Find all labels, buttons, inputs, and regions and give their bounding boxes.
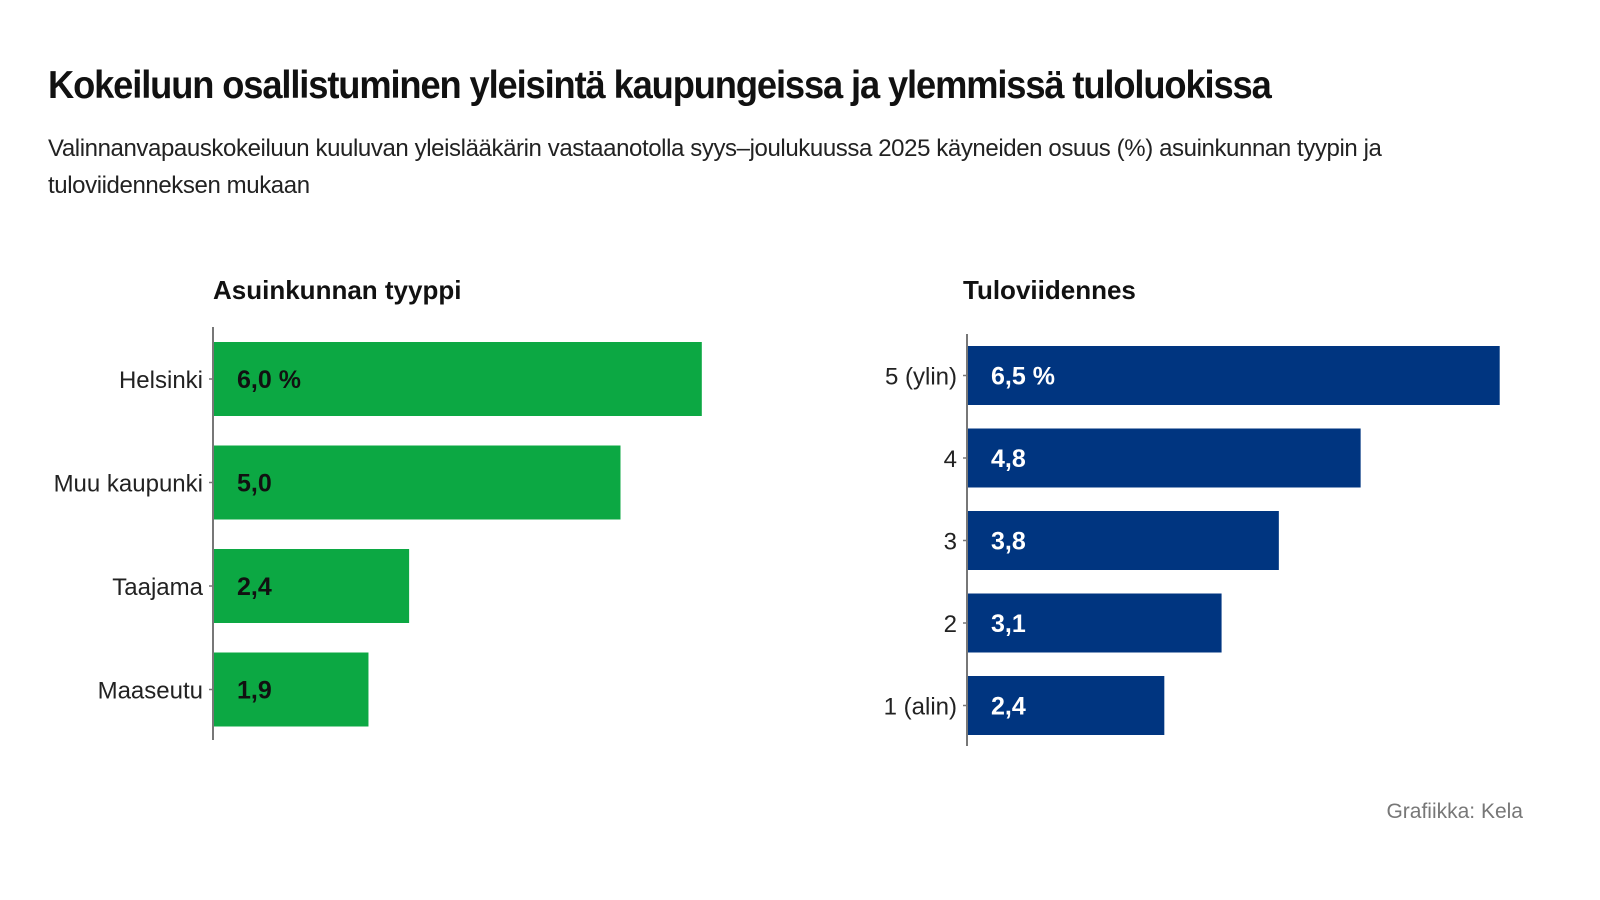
bar-1-2 <box>968 511 1279 570</box>
value-label: 2,4 <box>237 573 272 601</box>
bar-1-3 <box>968 593 1222 653</box>
category-label: Taajama <box>112 574 203 601</box>
chart-title: Kokeiluun osallistuminen yleisintä kaupu… <box>48 64 1272 107</box>
category-label: Maaseutu <box>98 678 203 705</box>
value-label: 4,8 <box>991 445 1026 473</box>
category-label: 3 <box>944 529 957 556</box>
value-label: 6,5 % <box>991 363 1055 391</box>
category-label: Helsinki <box>119 367 203 394</box>
bar-0-2 <box>214 549 410 623</box>
value-label: 1,9 <box>237 677 272 705</box>
value-label: 3,8 <box>991 528 1026 556</box>
value-label: 2,4 <box>991 693 1026 721</box>
category-label: 1 (alin) <box>884 694 957 721</box>
bar-0-3 <box>214 652 369 727</box>
category-label: 5 (ylin) <box>885 364 957 391</box>
bar-1-4 <box>968 676 1165 735</box>
bar-0-0 <box>214 342 702 416</box>
category-label: 4 <box>944 446 957 473</box>
value-label: 6,0 % <box>237 366 301 394</box>
category-label: Muu kaupunki <box>54 471 203 498</box>
panel-title-municipality: Asuinkunnan tyyppi <box>213 275 462 305</box>
panel-title-income: Tuloviidennes <box>963 275 1136 305</box>
bar-0-1 <box>214 445 621 520</box>
bar-1-0 <box>968 346 1500 405</box>
value-label: 5,0 <box>237 470 272 498</box>
value-label: 3,1 <box>991 610 1026 638</box>
source-credit: Grafiikka: Kela <box>1386 800 1523 823</box>
category-label: 2 <box>944 611 957 638</box>
bar-1-1 <box>968 428 1361 488</box>
chart-subtitle: Valinnanvapauskokeiluun kuuluvan yleislä… <box>48 135 1382 199</box>
